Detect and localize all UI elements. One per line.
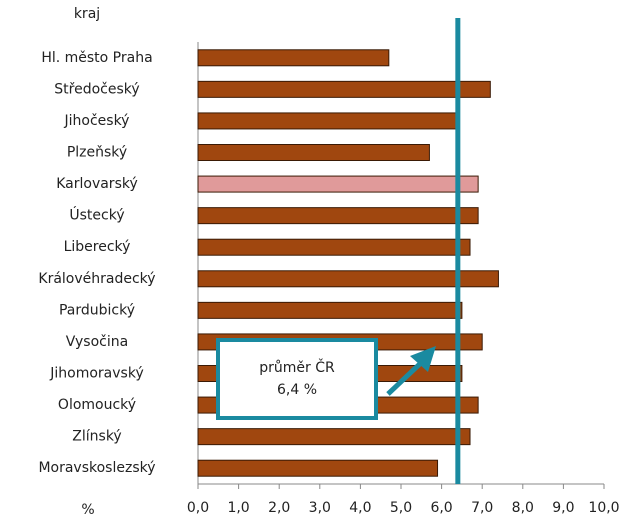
x-tick-label: 7,0 bbox=[471, 500, 493, 516]
x-tick-label: 3,0 bbox=[309, 500, 331, 516]
bar bbox=[197, 459, 439, 477]
x-tick-label: 9,0 bbox=[552, 500, 574, 516]
y-tick-label: Karlovarský bbox=[56, 176, 138, 192]
y-tick-label: Olomoucký bbox=[58, 397, 136, 413]
bar bbox=[197, 144, 430, 161]
average-value-label: 6,4 % bbox=[277, 382, 317, 398]
x-tick-label: 10,0 bbox=[588, 500, 619, 516]
average-arrowhead bbox=[410, 346, 436, 372]
y-tick-label: Královéhradecký bbox=[38, 271, 155, 287]
average-label: průměr ČR bbox=[259, 358, 335, 376]
y-tick-label: Jihočeský bbox=[64, 113, 130, 129]
bar bbox=[197, 80, 491, 98]
bar bbox=[197, 112, 459, 130]
y-tick-label: Plzeňský bbox=[67, 145, 127, 161]
x-tick-label: 2,0 bbox=[268, 500, 290, 516]
y-tick-label: Liberecký bbox=[64, 239, 131, 255]
y-tick-label: Hl. město Praha bbox=[41, 50, 152, 66]
bar bbox=[197, 301, 463, 319]
bar bbox=[197, 270, 499, 288]
y-tick-label: Pardubický bbox=[59, 302, 135, 318]
x-tick-label: 0,0 bbox=[187, 500, 209, 516]
y-axis-label: kraj bbox=[74, 6, 100, 22]
y-tick-label: Zlínský bbox=[72, 429, 121, 445]
y-tick-label: Moravskoslezský bbox=[38, 460, 155, 476]
bar bbox=[197, 207, 479, 225]
x-tick-label: 4,0 bbox=[349, 500, 371, 516]
x-tick-label: 1,0 bbox=[227, 500, 249, 516]
y-tick-label: Vysočina bbox=[66, 334, 128, 350]
bar bbox=[197, 175, 479, 193]
y-tick-label: Ústecký bbox=[69, 206, 124, 224]
bar bbox=[197, 49, 390, 67]
y-tick-label: Jihomoravský bbox=[49, 366, 143, 382]
average-box bbox=[216, 338, 378, 420]
x-tick-label: 8,0 bbox=[512, 500, 534, 516]
bar bbox=[197, 238, 471, 256]
bar bbox=[197, 428, 471, 446]
average-arrow bbox=[386, 358, 426, 396]
y-tick-label: Středočeský bbox=[54, 81, 139, 97]
x-axis-label: % bbox=[81, 502, 94, 518]
x-tick-label: 6,0 bbox=[430, 500, 452, 516]
x-tick-label: 5,0 bbox=[390, 500, 412, 516]
